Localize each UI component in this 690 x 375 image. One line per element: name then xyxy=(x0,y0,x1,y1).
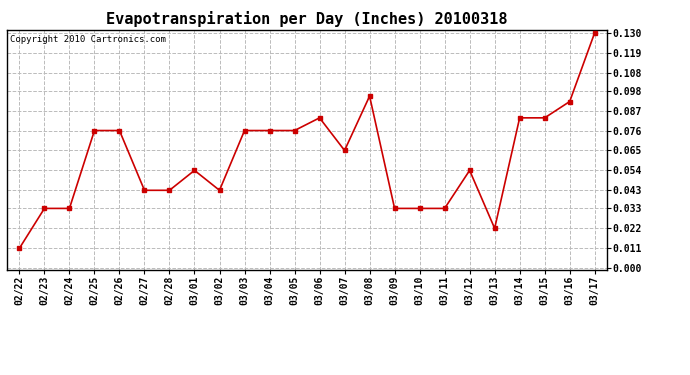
Title: Evapotranspiration per Day (Inches) 20100318: Evapotranspiration per Day (Inches) 2010… xyxy=(106,12,508,27)
Text: Copyright 2010 Cartronics.com: Copyright 2010 Cartronics.com xyxy=(10,35,166,44)
